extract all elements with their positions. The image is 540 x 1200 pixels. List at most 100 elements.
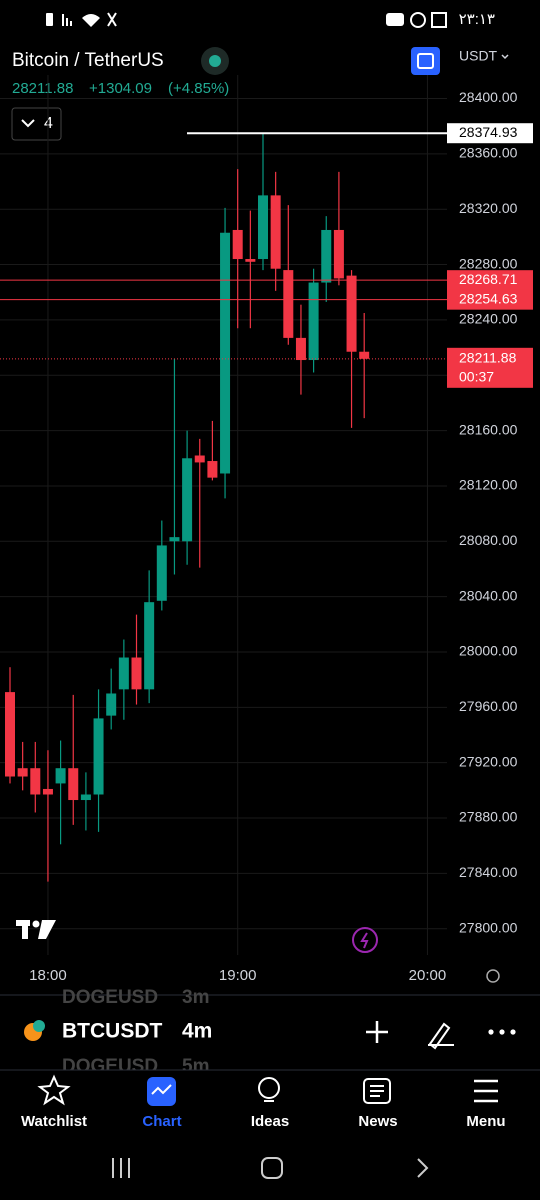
active-interval[interactable]: 4m bbox=[182, 1020, 212, 1043]
countdown-label: 00:37 bbox=[459, 369, 494, 385]
market-status-dot bbox=[209, 55, 221, 67]
chart[interactable]: 28400.00 28360.00 28320.00 28280.00 28240.00… bbox=[0, 75, 533, 984]
ideas-icon bbox=[258, 1077, 280, 1099]
candle-body bbox=[283, 270, 294, 338]
usdt-icon bbox=[33, 1020, 45, 1032]
prev-interval[interactable]: 3m bbox=[182, 987, 209, 1008]
candle-body bbox=[80, 794, 91, 801]
y-tick-label: 28160.00 bbox=[459, 421, 518, 437]
price-label-box bbox=[447, 289, 533, 310]
price-label: 28254.63 bbox=[459, 290, 518, 306]
candle-body bbox=[5, 692, 15, 777]
nav-label[interactable]: Watchlist bbox=[21, 1113, 87, 1130]
nav-label[interactable]: Chart bbox=[142, 1113, 181, 1130]
price-label: 28268.71 bbox=[459, 271, 518, 287]
fullscreen-icon bbox=[417, 53, 434, 69]
price-label: 28374.93 bbox=[459, 124, 518, 140]
status-icons bbox=[46, 12, 447, 28]
tv-logo bbox=[16, 920, 56, 939]
candle-body bbox=[321, 229, 332, 283]
candle-body bbox=[207, 461, 218, 478]
candle-body bbox=[17, 768, 28, 777]
candle-body bbox=[308, 282, 319, 361]
indicators-toggle[interactable] bbox=[11, 107, 62, 141]
add-button[interactable] bbox=[366, 1021, 388, 1043]
last-price: 28211.88 bbox=[12, 80, 73, 97]
sys-home[interactable] bbox=[261, 1157, 283, 1179]
candle-body bbox=[194, 455, 205, 463]
settings-button[interactable] bbox=[486, 969, 500, 983]
alert-icon bbox=[360, 932, 369, 949]
candle-body bbox=[245, 259, 256, 262]
last-price-label: 28211.88 bbox=[459, 350, 517, 366]
toggle-chevron bbox=[21, 119, 35, 128]
x-tick-label: 20:00 bbox=[409, 967, 447, 984]
y-tick-label: 28280.00 bbox=[459, 255, 518, 271]
candle-body bbox=[333, 229, 344, 279]
candle-body bbox=[258, 195, 268, 260]
news-icon bbox=[363, 1078, 391, 1104]
nav-label[interactable]: News bbox=[358, 1113, 397, 1130]
candle-body bbox=[169, 537, 180, 542]
candle-body bbox=[220, 232, 231, 474]
candle-body bbox=[232, 229, 243, 260]
prev-symbol[interactable]: DOGEUSD bbox=[62, 987, 158, 1008]
price-change-pct: (+4.85%) bbox=[168, 80, 229, 97]
candle-body bbox=[270, 195, 281, 269]
y-tick-label: 27800.00 bbox=[459, 919, 518, 935]
watchlist-icon bbox=[37, 1074, 71, 1106]
price-label-box bbox=[447, 123, 533, 144]
candle-body bbox=[30, 768, 41, 795]
y-tick-label: 28320.00 bbox=[459, 200, 518, 216]
status-time: ٢٣:١٣ bbox=[459, 11, 495, 28]
more-button[interactable] bbox=[488, 1029, 516, 1035]
x-tick-label: 19:00 bbox=[219, 967, 257, 984]
candle-body bbox=[118, 657, 129, 690]
draw-button[interactable] bbox=[428, 1022, 454, 1050]
symbol-title[interactable]: Bitcoin / TetherUS bbox=[12, 50, 164, 71]
y-tick-label: 28080.00 bbox=[459, 532, 518, 548]
candle-body bbox=[106, 693, 117, 716]
currency-selector[interactable]: USDT bbox=[459, 48, 498, 64]
candle-body bbox=[55, 768, 66, 784]
chart-icon-line bbox=[151, 1084, 172, 1095]
y-tick-label: 28000.00 bbox=[459, 643, 518, 659]
menu-icon bbox=[474, 1079, 498, 1103]
y-tick-label: 28040.00 bbox=[459, 587, 518, 603]
candle-body bbox=[359, 351, 370, 359]
price-label-box bbox=[447, 270, 533, 291]
price-change: +1304.09 bbox=[89, 80, 152, 97]
nav-labels: Watchlist Chart Ideas News Menu bbox=[21, 1113, 506, 1130]
fullscreen-button[interactable] bbox=[411, 47, 440, 75]
y-tick-label: 28360.00 bbox=[459, 145, 518, 161]
y-tick-label: 27920.00 bbox=[459, 753, 518, 769]
nav-label[interactable]: Ideas bbox=[251, 1113, 289, 1130]
candle-body bbox=[93, 718, 104, 795]
active-symbol[interactable]: BTCUSDT bbox=[62, 1020, 162, 1043]
nav-label[interactable]: Menu bbox=[466, 1113, 505, 1130]
y-tick-label: 27880.00 bbox=[459, 809, 518, 825]
y-tick-label: 27840.00 bbox=[459, 864, 518, 880]
candle-body bbox=[346, 275, 357, 352]
currency-chevron bbox=[501, 54, 509, 60]
candle-body bbox=[131, 657, 142, 690]
sys-back[interactable] bbox=[417, 1158, 429, 1178]
y-tick-label: 28400.00 bbox=[459, 89, 518, 105]
candle-body bbox=[182, 458, 193, 542]
y-tick-label: 28120.00 bbox=[459, 477, 518, 493]
y-tick-label: 27960.00 bbox=[459, 698, 518, 714]
candle-body bbox=[68, 768, 79, 801]
x-tick-label: 18:00 bbox=[29, 967, 67, 984]
nav-bar bbox=[0, 1070, 540, 1140]
indicators-count: 4 bbox=[44, 115, 53, 132]
candle-body bbox=[144, 602, 155, 690]
candle-body bbox=[295, 337, 306, 361]
candle-body bbox=[42, 788, 53, 795]
last-price-box bbox=[447, 347, 533, 388]
candle-body bbox=[156, 545, 167, 601]
sys-recent[interactable] bbox=[112, 1158, 130, 1178]
alert-button[interactable] bbox=[352, 927, 378, 953]
